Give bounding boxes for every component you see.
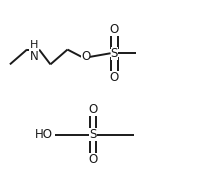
Text: H: H xyxy=(30,39,39,50)
Text: S: S xyxy=(89,128,97,141)
Text: N: N xyxy=(30,50,39,63)
Text: O: O xyxy=(81,50,90,64)
Text: HO: HO xyxy=(35,128,52,141)
Text: O: O xyxy=(110,71,119,84)
Text: S: S xyxy=(111,47,118,60)
Text: O: O xyxy=(88,153,98,166)
Text: O: O xyxy=(110,23,119,36)
Text: O: O xyxy=(88,103,98,116)
